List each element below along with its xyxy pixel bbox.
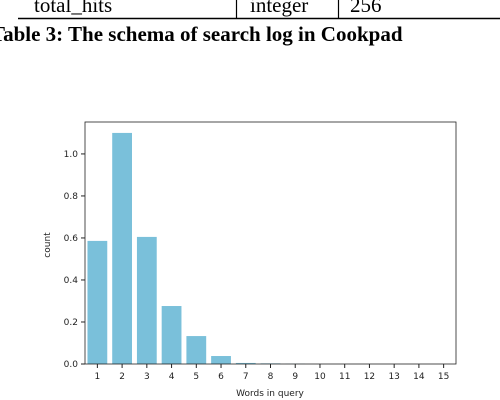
bar	[211, 356, 231, 364]
x-tick-label: 9	[292, 372, 298, 382]
bar	[87, 240, 108, 364]
table-caption: Table 3: The schema of search log in Coo…	[0, 22, 403, 46]
x-tick-label: 1	[94, 372, 100, 382]
x-tick-label: 7	[243, 372, 249, 382]
x-tick-label: 3	[144, 372, 150, 382]
x-tick-label: 8	[268, 372, 274, 382]
x-tick-label: 10	[314, 372, 326, 382]
y-tick-label: 0.8	[64, 192, 79, 202]
y-tick-label: 0.6	[64, 234, 79, 244]
table-cell: 256	[350, 0, 382, 17]
table-cell: total_hits	[34, 0, 113, 17]
y-tick-label: 1.0	[64, 150, 79, 160]
bar	[161, 306, 182, 364]
y-tick-label: 0.0	[64, 360, 79, 370]
y-tick-label: 0.2	[64, 318, 78, 328]
x-tick-label: 6	[218, 372, 224, 382]
x-tick-label: 2	[119, 372, 125, 382]
plot-frame	[84, 121, 457, 365]
x-tick-label: 4	[169, 372, 175, 382]
x-tick-label: 12	[364, 372, 375, 382]
bar	[136, 236, 157, 364]
x-tick-label: 11	[339, 372, 350, 382]
bar	[235, 362, 256, 364]
y-axis-label: count	[43, 232, 53, 258]
bar	[112, 132, 132, 364]
bar	[186, 336, 207, 364]
x-tick-label: 14	[413, 372, 425, 382]
x-tick-label: 13	[388, 372, 399, 382]
y-tick-label: 0.4	[64, 276, 79, 286]
x-tick-label: 15	[438, 372, 449, 382]
table-cell: integer	[250, 0, 309, 17]
x-tick-label: 5	[193, 372, 199, 382]
x-axis-label: Words in query	[236, 389, 304, 399]
